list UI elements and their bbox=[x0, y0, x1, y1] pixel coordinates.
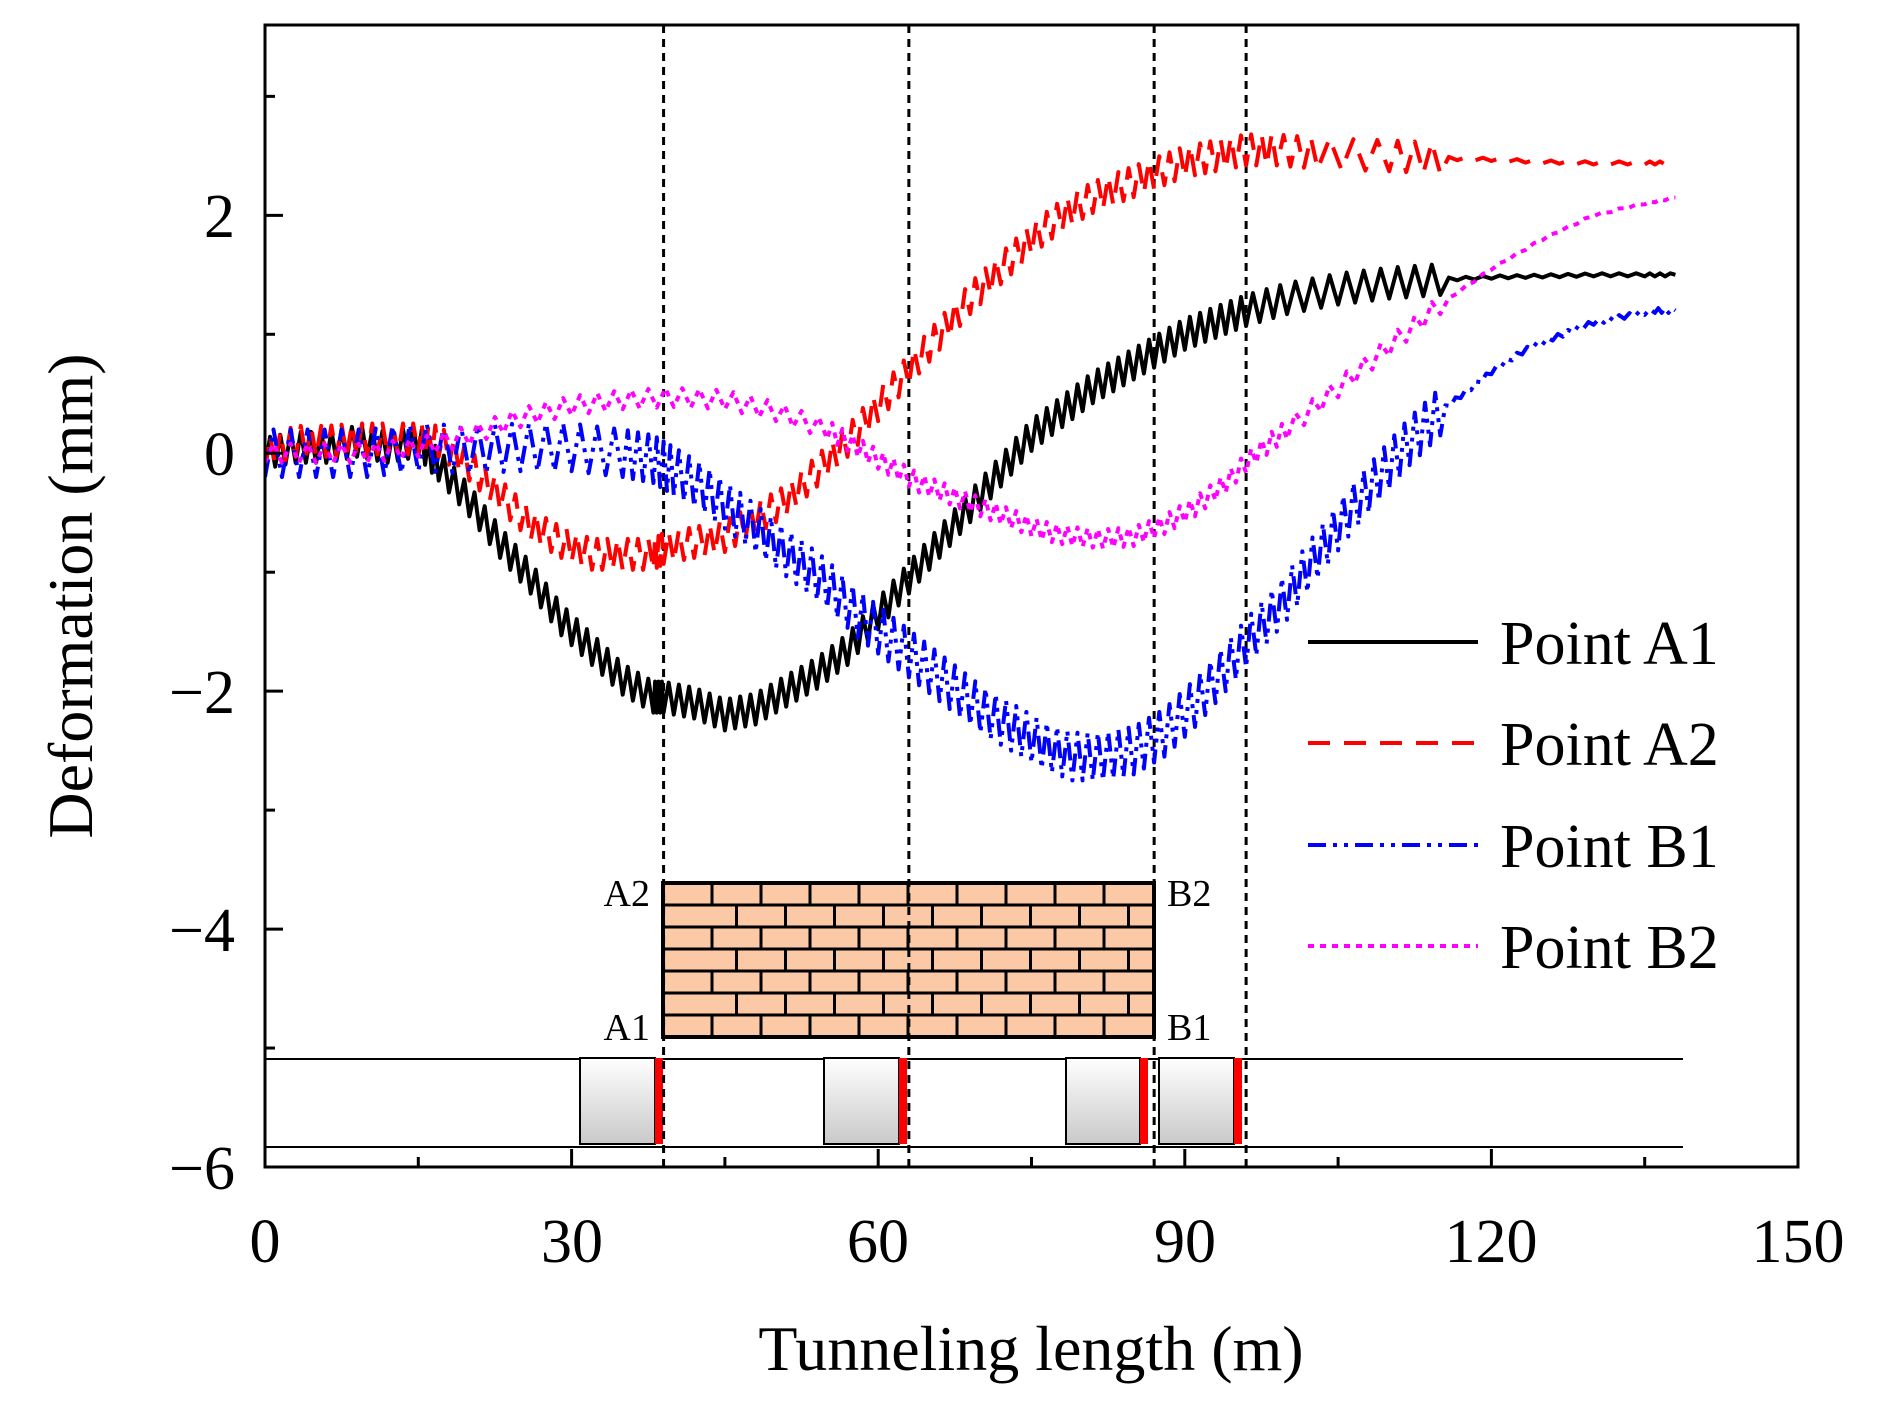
axis-ticks bbox=[263, 94, 1800, 1169]
legend-label: Point B2 bbox=[1500, 914, 1719, 982]
y-tick-label: −4 bbox=[169, 897, 235, 965]
legend-item-b1: Point B1 bbox=[1308, 813, 1719, 881]
segment-2 bbox=[823, 1057, 907, 1145]
x-axis-title: Tunneling length (m) bbox=[758, 1313, 1303, 1384]
tunnel-diagram: A2 B2 A1 B1 bbox=[265, 873, 1683, 1148]
series-line-point-b1 bbox=[265, 306, 1677, 783]
series-line-point-a1 bbox=[265, 262, 1676, 733]
y-tick-label: 0 bbox=[204, 421, 235, 489]
x-tick-label: 0 bbox=[250, 1208, 281, 1276]
legend: Point A1 Point A2 Point B1 Point B2 bbox=[1308, 610, 1719, 982]
y-axis-title: Deformation (mm) bbox=[35, 353, 106, 838]
legend-item-a2: Point A2 bbox=[1308, 711, 1719, 779]
label-b1: B1 bbox=[1167, 1007, 1211, 1049]
series-line-point-a2 bbox=[265, 132, 1676, 572]
y-tick-label: −2 bbox=[169, 659, 235, 727]
series-group bbox=[265, 132, 1677, 783]
label-a1: A1 bbox=[604, 1007, 650, 1049]
label-a2: A2 bbox=[604, 873, 650, 915]
legend-item-b2: Point B2 bbox=[1308, 914, 1719, 982]
legend-item-a1: Point A1 bbox=[1308, 610, 1719, 678]
segment-1 bbox=[579, 1057, 663, 1145]
y-tick-label: 2 bbox=[204, 183, 235, 251]
label-b2: B2 bbox=[1167, 873, 1211, 915]
x-tick-label: 90 bbox=[1154, 1208, 1216, 1276]
legend-label: Point A2 bbox=[1500, 711, 1719, 779]
y-tick-label: −6 bbox=[169, 1135, 235, 1203]
segment-3 bbox=[1065, 1057, 1148, 1145]
x-tick-label: 60 bbox=[847, 1208, 909, 1276]
y-tick-labels: −6 −4 −2 0 2 bbox=[169, 183, 235, 1203]
segment-4 bbox=[1158, 1057, 1242, 1145]
x-tick-labels: 0 30 60 90 120 150 bbox=[250, 1208, 1845, 1276]
x-tick-label: 120 bbox=[1445, 1208, 1538, 1276]
series-line-point-b2 bbox=[265, 195, 1676, 551]
x-tick-label: 150 bbox=[1752, 1208, 1845, 1276]
brick-wall bbox=[661, 881, 1156, 1039]
legend-label: Point A1 bbox=[1500, 610, 1719, 678]
x-tick-label: 30 bbox=[541, 1208, 603, 1276]
legend-label: Point B1 bbox=[1500, 813, 1719, 881]
